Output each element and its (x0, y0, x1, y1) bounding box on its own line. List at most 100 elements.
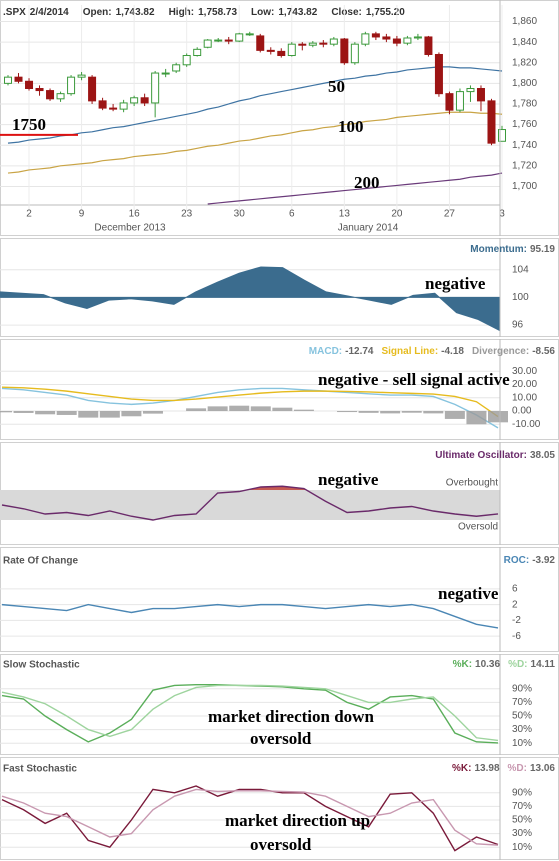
candle-body (14, 76, 23, 82)
candle-body (392, 38, 401, 44)
y-tick-label: 20.00 (512, 379, 537, 390)
ma-label: 50 (328, 77, 345, 96)
moving-average (7, 66, 503, 144)
panel-title: Rate Of Change (3, 556, 78, 567)
candle-body (256, 35, 265, 51)
ma-label: 200 (354, 173, 380, 192)
y-tick-label: 1,760 (512, 119, 537, 130)
x-tick-label: 27 (444, 209, 456, 220)
legend: MACD: -12.74 Signal Line: -4.18 Divergence: -… (309, 346, 556, 357)
y-tick-label: -6 (512, 631, 521, 642)
y-tick-label: 70% (512, 801, 532, 812)
y-tick-label: 2 (512, 599, 518, 610)
divergence-bar (488, 410, 508, 423)
candle-body (434, 53, 443, 95)
y-tick-label: 1,840 (512, 37, 537, 48)
moving-average (207, 172, 503, 205)
band-label: Oversold (458, 522, 498, 533)
y-tick-label: 70% (512, 697, 532, 708)
divergence-bar (380, 410, 401, 414)
y-tick-label: 1,800 (512, 78, 537, 89)
candle-body (308, 42, 317, 46)
divergence-bar (250, 406, 271, 411)
y-tick-label: 30.00 (512, 366, 537, 377)
stat-name: Low: (251, 7, 274, 18)
legend: Ultimate Oscillator: 38.05 (435, 450, 555, 461)
candle-body (319, 42, 328, 45)
candle-body (245, 33, 254, 36)
panel-title: Fast Stochastic (3, 764, 77, 775)
x-tick-label: 2 (26, 209, 32, 220)
momentum-area (0, 266, 501, 332)
y-tick-label: 50% (512, 815, 532, 826)
x-tick-label: 30 (234, 209, 246, 220)
y-tick-label: 30% (512, 724, 532, 735)
legend-value: 13.06 (530, 763, 555, 774)
divergence-bar (401, 410, 422, 413)
stat-name: High: (169, 7, 195, 18)
candle-body (4, 76, 12, 84)
legend: %K: 10.36 %D: 14.11 (453, 659, 556, 670)
candle-body (214, 39, 223, 42)
y-tick-label: 30% (512, 828, 532, 839)
candle-body (466, 88, 475, 93)
panel (0, 339, 559, 440)
x-tick-label: 20 (391, 209, 403, 220)
y-tick-label: 10% (512, 842, 532, 853)
candle-body (88, 76, 97, 102)
y-tick-label: 100 (512, 292, 529, 303)
candle-body (172, 64, 181, 72)
candle-body (329, 38, 338, 45)
divergence-bar (99, 410, 120, 418)
stat-value: 1,743.82 (278, 7, 317, 18)
moving-average (7, 111, 503, 174)
legend-value: 14.11 (531, 659, 556, 670)
candle-body (130, 97, 139, 104)
y-tick-label: -2 (512, 615, 521, 626)
indicator-line (1, 387, 499, 429)
candle-body (119, 102, 128, 110)
candle-body (140, 97, 149, 104)
panel (0, 654, 559, 755)
candle-body (203, 39, 212, 48)
month-label: January 2014 (338, 223, 399, 234)
candle-body (476, 88, 485, 102)
divergence-bar (35, 410, 56, 415)
legend-name: %K: (453, 659, 472, 670)
stat-name: Open: (83, 7, 112, 18)
legend-name: Signal Line: (381, 346, 438, 357)
candle-body (382, 36, 391, 40)
divergence-bar (423, 410, 444, 414)
divergence-bar (186, 408, 207, 411)
annotation: negative - sell signal active (318, 370, 510, 389)
y-tick-label: 96 (512, 320, 524, 331)
candle-body (371, 33, 380, 38)
candle-body (350, 43, 359, 64)
panel (0, 0, 559, 236)
legend-value: 10.36 (475, 659, 500, 670)
candle-body (340, 38, 349, 64)
candle-body (35, 88, 44, 92)
candle-body (161, 72, 170, 75)
y-tick-label: 10.00 (512, 392, 537, 403)
y-tick-label: 104 (512, 264, 529, 275)
annotation: negative (438, 584, 499, 603)
stat-value: 1,755.20 (366, 7, 405, 18)
panel (0, 547, 559, 652)
legend-value: -4.18 (441, 346, 464, 357)
indicator-line (1, 785, 499, 852)
candle-body (445, 93, 454, 111)
stat-value: 1,743.82 (116, 7, 155, 18)
divergence-bar (358, 410, 379, 413)
legend-name: %D: (508, 659, 527, 670)
legend-name: %K: (452, 763, 471, 774)
x-tick-label: 9 (79, 209, 85, 220)
divergence-bar (444, 410, 465, 419)
divergence-bar (337, 410, 358, 413)
legend-value: 95.19 (530, 244, 555, 255)
y-tick-label: 90% (512, 787, 532, 798)
divergence-bar (121, 410, 142, 417)
indicator-line (1, 603, 499, 629)
y-tick-label: 0.00 (512, 406, 532, 417)
